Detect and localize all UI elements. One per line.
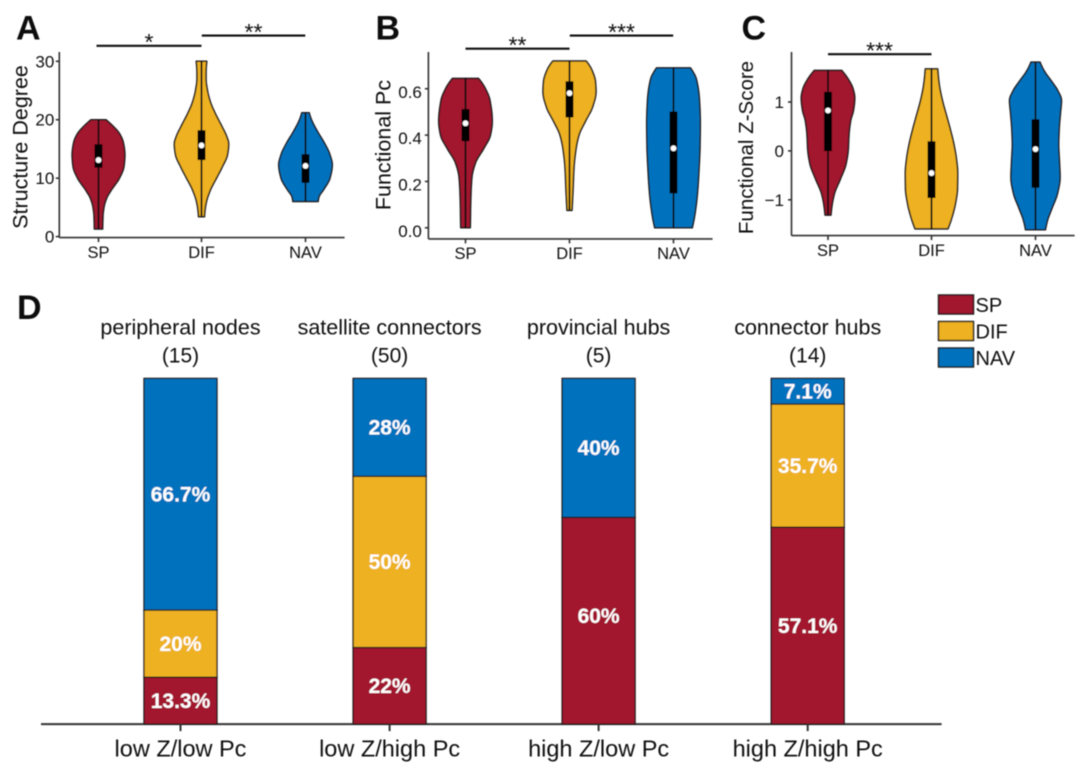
svg-text:DIF: DIF — [556, 245, 583, 263]
svg-text:(15): (15) — [162, 345, 199, 368]
svg-text:DIF: DIF — [188, 244, 215, 262]
svg-text:13.3%: 13.3% — [151, 690, 211, 713]
svg-text:Functional Z-Score: Functional Z-Score — [735, 61, 758, 234]
svg-text:0.2: 0.2 — [398, 176, 422, 195]
svg-text:A: A — [16, 10, 41, 48]
svg-text:57.1%: 57.1% — [778, 615, 838, 638]
svg-text:NAV: NAV — [289, 244, 322, 262]
svg-text:NAV: NAV — [657, 245, 690, 263]
svg-text:SP: SP — [817, 242, 839, 260]
svg-text:40%: 40% — [578, 437, 620, 460]
svg-text:low Z/high Pc: low Z/high Pc — [319, 736, 460, 762]
svg-text:20%: 20% — [159, 633, 201, 656]
svg-text:**: ** — [245, 19, 263, 45]
svg-text:10: 10 — [35, 169, 54, 188]
svg-text:(50): (50) — [371, 345, 408, 368]
svg-text:DIF: DIF — [976, 321, 1008, 343]
svg-text:*: * — [145, 29, 154, 55]
svg-text:(14): (14) — [789, 345, 826, 368]
svg-text:20: 20 — [35, 111, 54, 130]
svg-text:SP: SP — [976, 295, 1003, 317]
svg-text:SP: SP — [454, 245, 476, 263]
svg-text:D: D — [17, 289, 42, 327]
svg-text:provincial hubs: provincial hubs — [527, 316, 670, 340]
svg-text:0: 0 — [45, 228, 54, 247]
svg-text:***: *** — [608, 19, 635, 45]
svg-text:low Z/low Pc: low Z/low Pc — [115, 736, 247, 762]
svg-text:7.1%: 7.1% — [784, 380, 832, 403]
svg-text:−1: −1 — [765, 191, 784, 210]
svg-text:***: *** — [866, 38, 893, 64]
svg-text:28%: 28% — [369, 417, 411, 440]
svg-text:DIF: DIF — [918, 242, 945, 260]
svg-text:C: C — [742, 10, 767, 48]
svg-text:(5): (5) — [586, 345, 612, 368]
svg-text:50%: 50% — [369, 551, 411, 574]
svg-text:35.7%: 35.7% — [778, 455, 838, 478]
svg-text:22%: 22% — [369, 675, 411, 698]
svg-text:satellite connectors: satellite connectors — [298, 316, 482, 340]
svg-text:connector hubs: connector hubs — [734, 316, 881, 340]
svg-text:SP: SP — [87, 244, 109, 262]
svg-text:66.7%: 66.7% — [151, 483, 211, 506]
svg-text:1: 1 — [775, 93, 784, 112]
svg-text:30: 30 — [35, 52, 54, 71]
svg-text:0: 0 — [775, 142, 784, 161]
svg-text:**: ** — [509, 32, 527, 58]
svg-text:0.4: 0.4 — [398, 129, 422, 148]
svg-text:Structure Degree: Structure Degree — [9, 65, 33, 229]
svg-text:high Z/high Pc: high Z/high Pc — [733, 736, 883, 762]
svg-text:high Z/low Pc: high Z/low Pc — [528, 736, 669, 762]
svg-text:Functional Pc: Functional Pc — [372, 80, 396, 211]
svg-text:0.6: 0.6 — [398, 83, 422, 102]
svg-text:B: B — [376, 10, 401, 48]
svg-text:60%: 60% — [578, 605, 620, 628]
svg-text:peripheral nodes: peripheral nodes — [100, 316, 260, 340]
svg-text:0.0: 0.0 — [398, 222, 422, 241]
svg-text:NAV: NAV — [976, 348, 1016, 370]
svg-text:NAV: NAV — [1019, 242, 1052, 260]
